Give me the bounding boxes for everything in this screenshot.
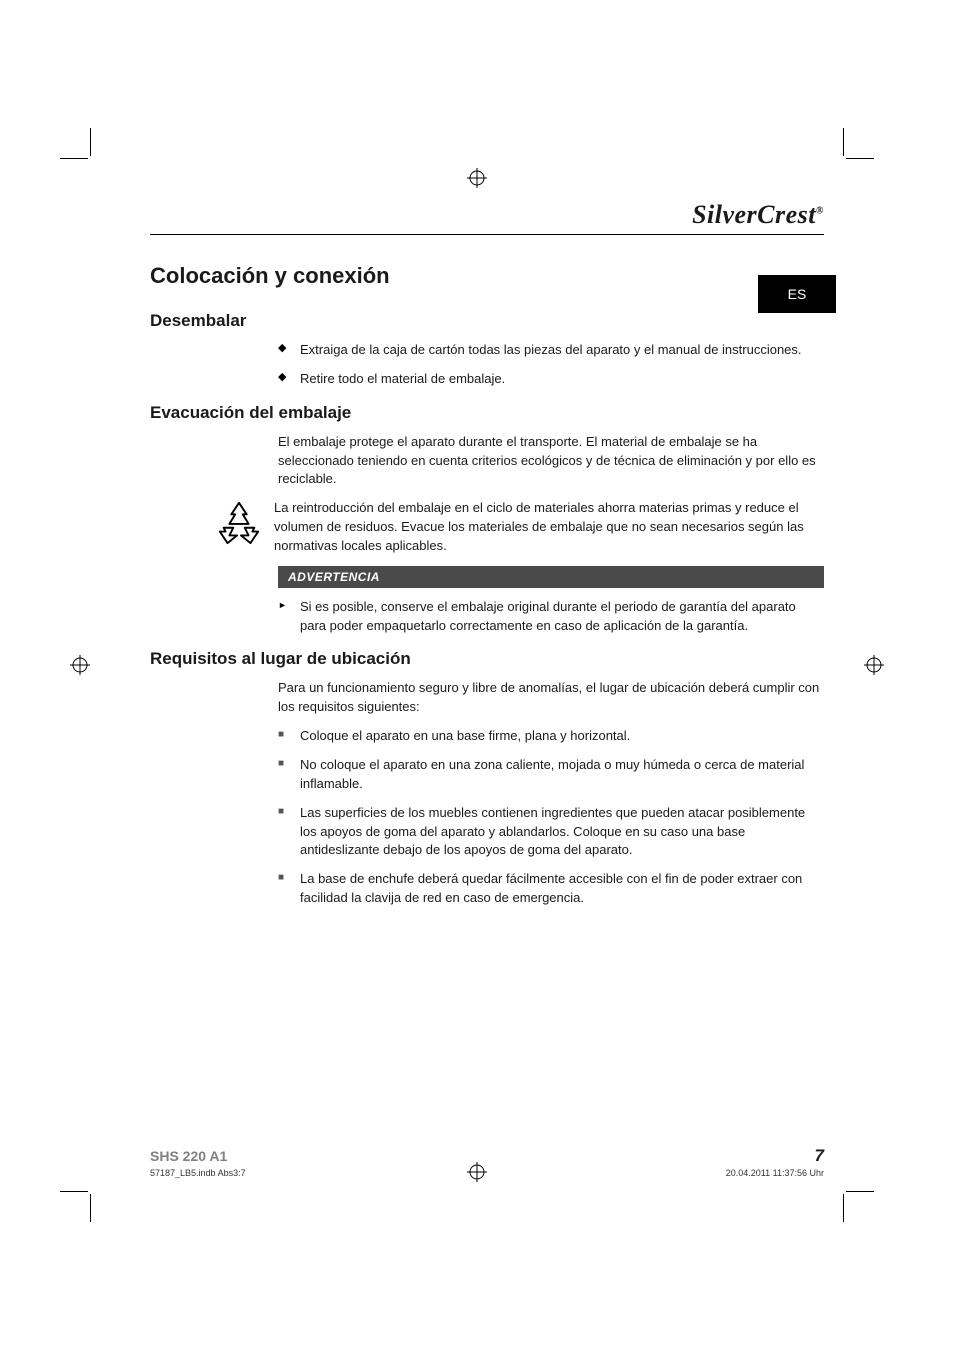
imprint-line: 57187_LB5.indb Abs3:7 20.04.2011 11:37:5… xyxy=(150,1168,824,1178)
paragraph: El embalaje protege el aparato durante e… xyxy=(278,433,824,490)
brand-logo: SilverCrest® xyxy=(150,200,824,230)
list-item: No coloque el aparato en una zona calien… xyxy=(278,756,824,794)
recycle-row: La reintroducción del embalaje en el cic… xyxy=(150,499,824,556)
list-item: Las superficies de los muebles contienen… xyxy=(278,804,824,861)
recycle-text: La reintroducción del embalaje en el cic… xyxy=(274,499,824,556)
registration-mark-left xyxy=(70,655,90,675)
crop-mark-tl xyxy=(70,138,110,178)
language-tab: ES xyxy=(758,275,836,313)
imprint-timestamp: 20.04.2011 11:37:56 Uhr xyxy=(726,1168,824,1178)
imprint-file: 57187_LB5.indb Abs3:7 xyxy=(150,1168,246,1178)
registration-mark-top xyxy=(467,168,487,188)
header-rule xyxy=(150,234,824,235)
evacuacion-para: El embalaje protege el aparato durante e… xyxy=(278,433,824,490)
list-item: Si es posible, conserve el embalaje orig… xyxy=(278,598,824,636)
crop-mark-br xyxy=(824,1172,864,1212)
content-area: SilverCrest® ES Colocación y conexión De… xyxy=(150,200,824,1180)
recycle-icon xyxy=(216,499,262,550)
desembalar-list: Extraiga de la caja de cartón todas las … xyxy=(278,341,824,389)
note-box: ADVERTENCIA xyxy=(278,566,824,588)
page-footer: SHS 220 A1 7 xyxy=(150,1146,824,1166)
section-title-evacuacion: Evacuación del embalaje xyxy=(150,403,824,423)
page-number: 7 xyxy=(815,1146,824,1166)
brand-registered: ® xyxy=(816,205,824,216)
section-title-desembalar: Desembalar xyxy=(150,311,824,331)
paragraph: Para un funcionamiento seguro y libre de… xyxy=(278,679,824,717)
crop-mark-bl xyxy=(70,1172,110,1212)
language-code: ES xyxy=(788,286,807,302)
crop-mark-tr xyxy=(824,138,864,178)
page: SilverCrest® ES Colocación y conexión De… xyxy=(0,0,954,1350)
note-header: ADVERTENCIA xyxy=(278,566,824,588)
list-item: Extraiga de la caja de cartón todas las … xyxy=(278,341,824,360)
list-item: Retire todo el material de embalaje. xyxy=(278,370,824,389)
note-list: Si es posible, conserve el embalaje orig… xyxy=(278,598,824,636)
requisitos-list: Coloque el aparato en una base firme, pl… xyxy=(278,727,824,908)
section-title-requisitos: Requisitos al lugar de ubicación xyxy=(150,649,824,669)
requisitos-intro: Para un funcionamiento seguro y libre de… xyxy=(278,679,824,717)
list-item: La base de enchufe deberá quedar fácilme… xyxy=(278,870,824,908)
list-item: Coloque el aparato en una base firme, pl… xyxy=(278,727,824,746)
registration-mark-right xyxy=(864,655,884,675)
model-label: SHS 220 A1 xyxy=(150,1148,227,1164)
page-title: Colocación y conexión xyxy=(150,263,824,289)
brand-text: SilverCrest xyxy=(692,200,816,229)
